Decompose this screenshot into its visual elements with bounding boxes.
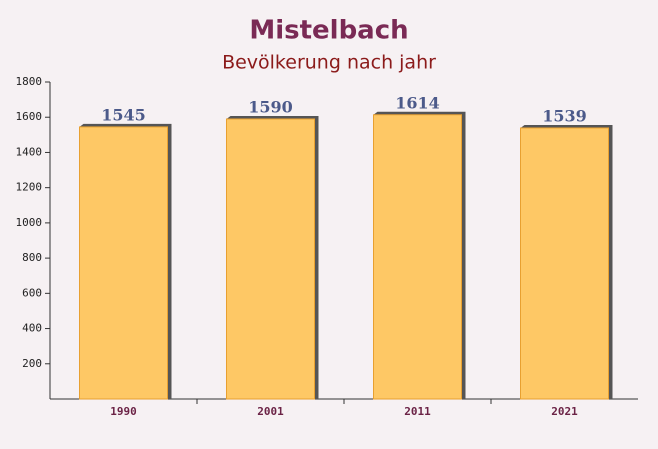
y-tick-label: 1800 [16, 75, 43, 88]
y-tick-label: 1600 [16, 110, 43, 123]
y-tick-label: 1000 [16, 216, 43, 229]
y-tick-label: 1400 [16, 145, 43, 158]
y-tick-label: 1200 [16, 181, 43, 194]
value-label: 1614 [395, 93, 440, 112]
x-tick-label: 2001 [257, 405, 284, 418]
y-tick-label: 800 [22, 251, 42, 264]
value-label: 1545 [101, 105, 146, 124]
bar [373, 114, 462, 400]
bar [520, 127, 609, 400]
chart-subtitle: Bevölkerung nach jahr [222, 52, 436, 74]
x-tick-label: 2021 [551, 405, 578, 418]
y-tick-label: 600 [22, 286, 42, 299]
value-label: 1539 [542, 106, 587, 125]
x-tick-label: 2011 [404, 405, 431, 418]
y-tick-label: 400 [22, 322, 42, 335]
y-tick-label: 200 [22, 357, 42, 370]
bar [226, 118, 315, 400]
bar [79, 126, 168, 400]
x-tick-label: 1990 [110, 405, 137, 418]
value-label: 1590 [248, 97, 293, 116]
chart-title: Mistelbach [249, 16, 408, 46]
